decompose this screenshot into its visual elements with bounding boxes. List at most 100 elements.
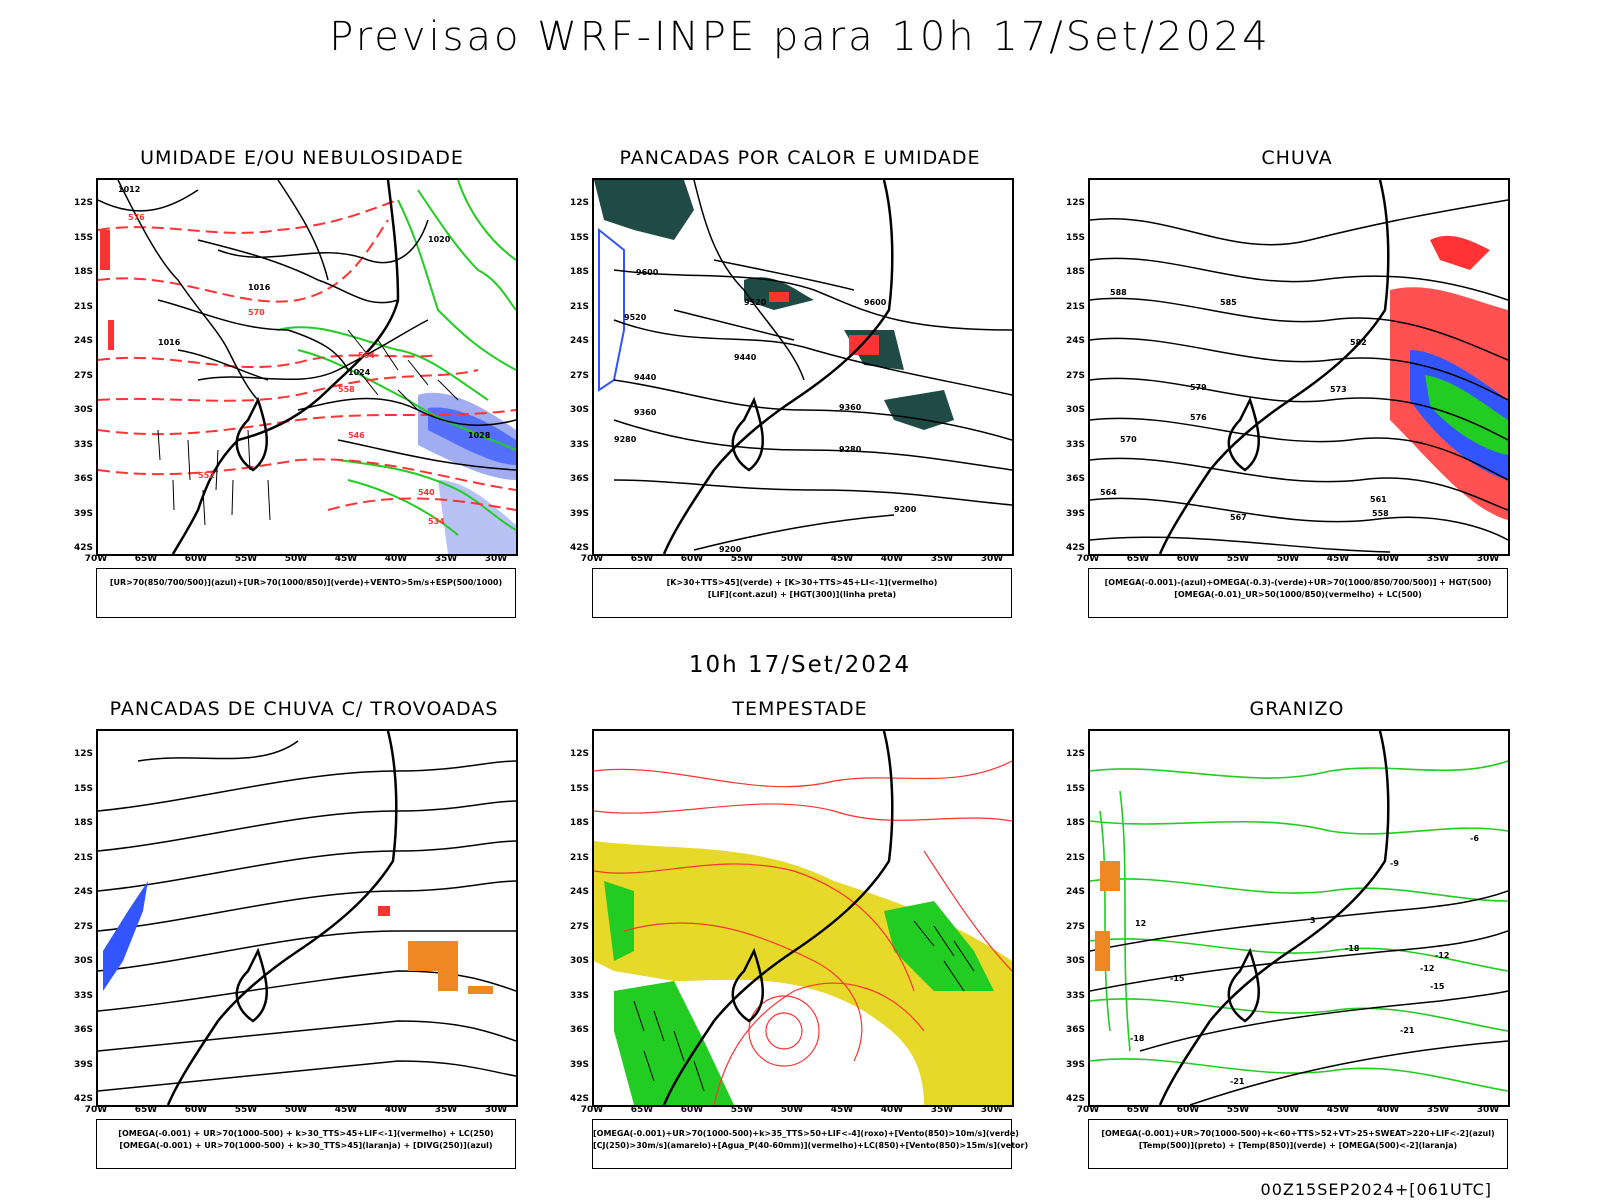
lon-tick-label: 60W <box>184 1105 208 1115</box>
lat-tick-label: 39S <box>569 508 589 519</box>
omega-area-orange <box>1095 861 1120 971</box>
panel-title-umidade: UMIDADE E/OU NEBULOSIDADE <box>140 147 464 169</box>
lon-tick-label: 65W <box>1126 1105 1150 1115</box>
lat-tick-label: 18S <box>73 818 93 828</box>
contour-label: -18 <box>1130 1034 1145 1043</box>
lon-tick-label: 35W <box>1426 554 1450 564</box>
lat-tick-label: 30S <box>569 956 589 966</box>
lon-tick-label: 50W <box>1276 1105 1300 1115</box>
lat-tick-label: 30S <box>569 405 589 415</box>
lon-tick-label: 70W <box>1076 1105 1100 1115</box>
footer-run-id: 00Z15SEP2024+[061UTC] <box>1260 1180 1492 1199</box>
lat-tick-label: 12S <box>1065 749 1085 759</box>
lat-tick-label: 42S <box>569 1094 589 1104</box>
lon-tick-label: 55W <box>1226 1105 1250 1115</box>
unstable-area-red-2 <box>769 292 789 302</box>
lon-tick-label: 70W <box>1076 554 1100 564</box>
hgt500-streamlines <box>1090 199 1508 553</box>
contour-label: 1024 <box>348 368 371 377</box>
legend-line: [OMEGA(-0.001) + UR>70(1000-500) + k>30_… <box>119 1141 493 1150</box>
lat-tick-label: 33S <box>569 439 589 450</box>
legend-tempestade: [OMEGA(-0.001)+UR>70(1000-500)+k>35_TTS>… <box>592 1119 1028 1169</box>
contour-label: 558 <box>1372 509 1389 518</box>
lat-tick-label: 21S <box>73 852 93 863</box>
contour-label: -15 <box>1430 982 1445 991</box>
legend-line: [LIF](cont.azul) + [HGT(300)](linha pret… <box>707 590 897 599</box>
lon-tick-label: 55W <box>234 1105 258 1115</box>
lon-tick-label: 70W <box>580 1105 604 1115</box>
lat-tick-label: 18S <box>569 818 589 828</box>
state-borders <box>673 180 855 381</box>
wind-area-green-west <box>604 881 634 961</box>
lat-tick-label: 30S <box>73 405 93 415</box>
rain-area-green <box>1425 375 1508 455</box>
legend-line: [OMEGA(-0.001) + UR>70(1000-500) + k>30_… <box>118 1129 494 1138</box>
lon-tick-label: 40W <box>384 554 408 564</box>
lat-tick-label: 18S <box>73 267 93 277</box>
lon-tick-label: 45W <box>334 1105 358 1115</box>
contour-label: 9360 <box>839 403 862 412</box>
legend-line: [OMEGA(-0.001)+UR>70(1000-500)+k<60+TTS>… <box>1101 1129 1495 1138</box>
contour-label: 579 <box>1190 383 1207 392</box>
contour-label: 9440 <box>734 353 757 362</box>
contour-label: -9 <box>1390 859 1399 868</box>
panel-title-trovoadas: PANCADAS DE CHUVA C/ TROVOADAS <box>109 698 499 720</box>
contour-label: 561 <box>1370 495 1387 504</box>
lat-tick-label: 12S <box>73 749 93 759</box>
lon-tick-label: 55W <box>1226 554 1250 564</box>
wind-vectors <box>157 329 459 526</box>
contour-label: 558 <box>338 385 355 394</box>
lat-tick-label: 30S <box>1065 405 1085 415</box>
lat-tick-label: 18S <box>569 267 589 277</box>
lat-tick-label: 21S <box>1065 852 1085 863</box>
contour-label: 1020 <box>428 235 451 244</box>
lat-tick-label: 42S <box>1065 543 1085 553</box>
lon-tick-label: 40W <box>1376 1105 1400 1115</box>
lon-tick-label: 55W <box>234 554 258 564</box>
lc250-streamlines <box>98 740 516 1092</box>
lon-tick-label: 60W <box>680 1105 704 1115</box>
contour-label: 1016 <box>158 338 181 347</box>
lat-tick-label: 39S <box>569 1059 589 1070</box>
contour-label: 576 <box>1190 413 1207 422</box>
lat-tick-label: 42S <box>569 543 589 553</box>
contour-label: 585 <box>1220 298 1237 307</box>
lat-tick-label: 27S <box>73 921 93 932</box>
contour-label: 570 <box>248 308 265 317</box>
lat-tick-label: 33S <box>73 990 93 1001</box>
contour-label: 9360 <box>634 408 657 417</box>
lat-tick-label: 27S <box>73 370 93 381</box>
lon-tick-label: 30W <box>980 1105 1004 1115</box>
lon-tick-label: 30W <box>1476 554 1500 564</box>
lat-tick-label: 24S <box>1065 887 1085 897</box>
legend-trovoadas: [OMEGA(-0.001) + UR>70(1000-500) + k>30_… <box>96 1119 516 1169</box>
contour-label: 9280 <box>839 445 862 454</box>
contour-label: -15 <box>1170 974 1185 983</box>
panel-title-pancadas-calor: PANCADAS POR CALOR E UMIDADE <box>619 147 981 169</box>
wind-vectors-850 <box>633 920 975 1092</box>
contour-label: -12 <box>1420 964 1434 973</box>
lat-tick-label: 12S <box>1065 198 1085 208</box>
contour-label: 540 <box>418 488 435 497</box>
panel-title-tempestade: TEMPESTADE <box>732 698 868 720</box>
lat-tick-label: 30S <box>1065 956 1085 966</box>
lon-tick-label: 65W <box>134 554 158 564</box>
lat-tick-label: 21S <box>569 852 589 863</box>
lat-tick-label: 24S <box>569 336 589 346</box>
lon-tick-label: 40W <box>384 1105 408 1115</box>
contour-label: 9200 <box>719 545 742 554</box>
contour-label: 564 <box>358 351 375 360</box>
lon-tick-label: 40W <box>880 1105 904 1115</box>
lon-tick-label: 35W <box>434 554 458 564</box>
legend-umidade: [UR>70(850/700/500)](azul)+[UR>70(1000/8… <box>96 568 516 618</box>
contour-label: 573 <box>1330 385 1347 394</box>
lon-tick-label: 30W <box>484 1105 508 1115</box>
lat-tick-label: 36S <box>73 1025 93 1035</box>
contour-label: 570 <box>1120 435 1137 444</box>
lif-contour-blue <box>598 227 625 392</box>
lon-tick-label: 35W <box>930 1105 954 1115</box>
lon-tick-label: 65W <box>134 1105 158 1115</box>
lon-tick-label: 50W <box>284 1105 308 1115</box>
lat-tick-label: 33S <box>569 990 589 1001</box>
coastline <box>171 180 400 554</box>
